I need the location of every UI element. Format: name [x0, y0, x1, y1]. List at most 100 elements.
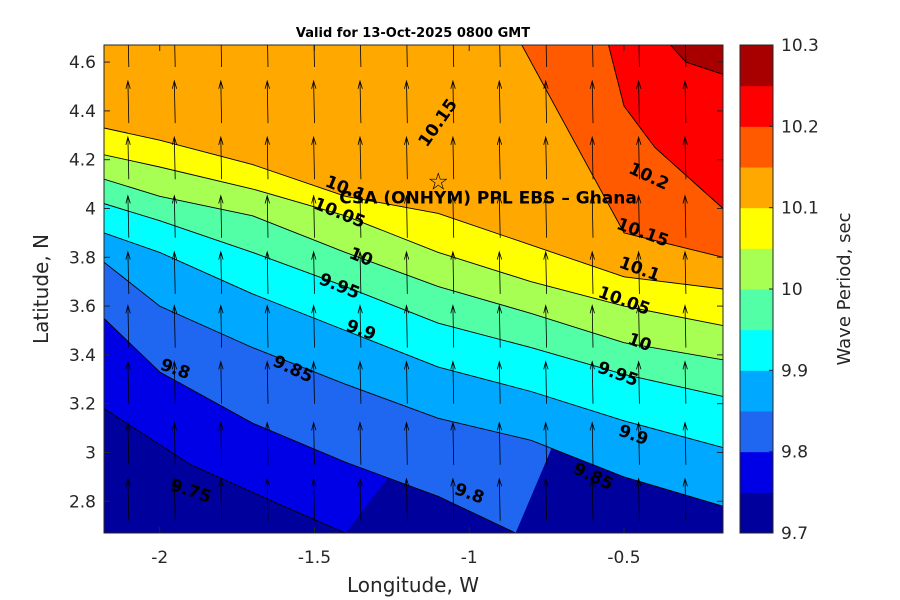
- wave-arrow: [543, 250, 549, 294]
- wave-arrow: [311, 194, 317, 238]
- wave-arrow: [125, 194, 131, 238]
- colorbar-swatch: [740, 329, 773, 371]
- wave-arrow: [171, 360, 178, 404]
- y-axis-ticks: 2.8 3 3.2 3.4 3.6 3.8 4 4.2 4.4 4.6: [69, 53, 723, 512]
- wave-arrow: [589, 79, 595, 124]
- wave-arrow: [311, 135, 317, 180]
- wave-arrow: [264, 79, 270, 124]
- y-tick-label: 3: [85, 443, 96, 463]
- wave-arrow: [218, 360, 224, 404]
- colorbar-swatch: [740, 85, 773, 127]
- wave-arrow: [311, 304, 317, 348]
- wave-arrow: [450, 250, 456, 294]
- wave-arrow: [543, 79, 549, 124]
- wave-arrow: [171, 477, 178, 521]
- wave-arrow: [404, 250, 410, 294]
- wave-arrow: [311, 421, 317, 465]
- wave-arrow: [264, 135, 270, 180]
- wave-arrow: [125, 421, 131, 465]
- wave-arrow: [543, 360, 549, 404]
- wave-arrow: [218, 79, 224, 124]
- wave-arrow: [311, 360, 317, 404]
- x-axis-ticks: -2 -1.5 -1 -0.5: [151, 45, 641, 568]
- wave-arrow: [264, 250, 270, 294]
- wave-arrow: [171, 250, 178, 294]
- x-tick-label: -1.5: [298, 548, 331, 568]
- wave-arrow: [636, 194, 642, 238]
- wave-arrow: [636, 135, 642, 180]
- wave-arrow: [589, 250, 595, 294]
- site-star-icon: ☆: [428, 168, 450, 196]
- wave-arrow: [496, 250, 503, 294]
- colorbar-tick-label: 9.9: [781, 361, 808, 381]
- wave-arrow: [452, 45, 455, 68]
- wave-arrow: [499, 45, 501, 68]
- wave-arrow: [589, 304, 595, 348]
- wave-arrow: [404, 135, 410, 180]
- wave-arrow: [496, 421, 503, 465]
- colorbar-swatch: [740, 411, 773, 453]
- colorbar-swatch: [740, 370, 773, 412]
- wave-arrow: [357, 360, 363, 404]
- wave-arrow: [404, 304, 410, 348]
- wave-arrow: [589, 194, 595, 238]
- wave-arrow: [171, 421, 178, 465]
- contour-line-10.2: [608, 45, 723, 209]
- colorbar-tick-label: 10.3: [781, 36, 819, 56]
- wave-arrow: [264, 194, 270, 238]
- wave-arrow: [636, 250, 642, 294]
- colorbar: 9.7 9.8 9.9 10 10.1 10.2 10.3: [739, 36, 819, 544]
- wave-arrow: [125, 360, 131, 404]
- y-tick-label: 4: [85, 199, 96, 219]
- wave-arrow: [171, 304, 178, 348]
- colorbar-swatch: [740, 45, 773, 87]
- x-tick-label: -0.5: [607, 548, 640, 568]
- wave-direction-arrows: [125, 45, 688, 521]
- wave-arrow: [357, 477, 363, 521]
- wave-arrow: [685, 45, 687, 68]
- wave-arrow: [125, 135, 131, 180]
- wave-arrow: [545, 45, 547, 68]
- annotations: CSA (ONHYM) PPL EBS – Ghana☆: [339, 168, 637, 209]
- wave-arrow: [450, 135, 456, 180]
- wave-arrow: [171, 135, 178, 180]
- chart-title: Valid for 13-Oct-2025 0800 GMT: [296, 26, 530, 41]
- wave-arrow: [682, 194, 688, 238]
- wave-arrow: [682, 360, 688, 404]
- y-tick-label: 4.2: [69, 151, 96, 171]
- wave-arrow: [357, 304, 363, 348]
- wave-arrow: [496, 477, 503, 521]
- wave-arrow: [125, 477, 131, 521]
- wave-arrow: [592, 45, 594, 68]
- wave-arrow: [218, 250, 224, 294]
- contour-line-9.9: [104, 232, 723, 449]
- wave-arrow: [589, 135, 595, 180]
- wave-arrow: [404, 360, 410, 404]
- x-tick-label: -2: [151, 548, 168, 568]
- wave-arrow: [127, 45, 130, 68]
- wave-arrow: [404, 477, 410, 521]
- wave-arrow: [125, 304, 131, 348]
- wave-arrow: [220, 45, 222, 68]
- wave-arrow: [264, 421, 270, 465]
- wave-arrow: [450, 194, 456, 238]
- wave-arrow: [589, 360, 595, 404]
- wave-arrow: [218, 135, 224, 180]
- wave-arrow: [682, 421, 688, 465]
- wave-arrow: [543, 135, 549, 180]
- wave-arrow: [543, 421, 549, 465]
- colorbar-swatch: [740, 451, 773, 493]
- wave-arrow: [636, 477, 642, 521]
- wave-arrow: [450, 304, 456, 348]
- wave-arrow: [171, 79, 178, 124]
- plot-area: [104, 45, 723, 533]
- wave-arrow: [357, 194, 363, 238]
- wave-arrow: [218, 194, 224, 238]
- colorbar-swatch: [740, 126, 773, 168]
- wave-arrow: [636, 304, 642, 348]
- wave-arrow: [218, 477, 224, 521]
- colorbar-tick-label: 9.8: [781, 443, 808, 463]
- contour-line-10.15: [521, 45, 723, 258]
- colorbar-tick-label: 9.7: [781, 524, 808, 544]
